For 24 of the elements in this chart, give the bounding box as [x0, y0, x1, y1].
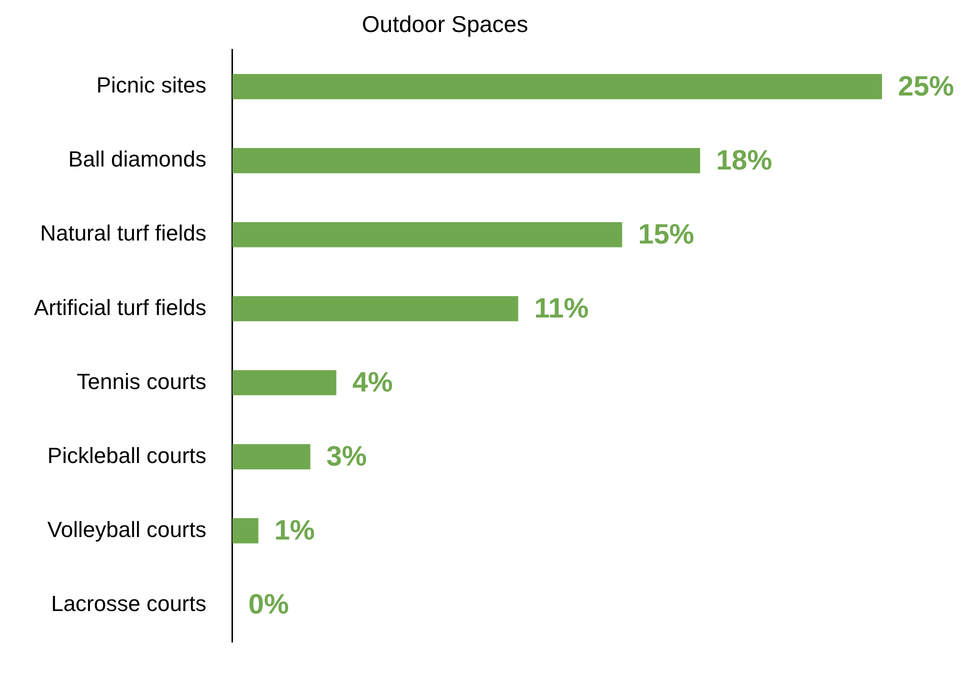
bar — [232, 444, 310, 470]
y-tick-label: Tennis courts — [76, 368, 206, 394]
y-tick-label: Natural turf fields — [40, 220, 206, 246]
bar — [232, 222, 622, 248]
bar — [232, 74, 882, 100]
data-label: 11% — [534, 292, 589, 324]
data-label: 1% — [274, 514, 315, 546]
y-tick-label: Ball diamonds — [68, 146, 206, 172]
bar — [232, 296, 518, 322]
y-tick-label: Picnic sites — [96, 72, 206, 98]
data-label: 3% — [326, 440, 367, 472]
data-label: 25% — [898, 70, 954, 102]
y-tick-label: Pickleball courts — [47, 442, 206, 468]
data-label: 15% — [638, 218, 694, 250]
y-tick-label: Lacrosse courts — [51, 590, 206, 616]
bar — [232, 370, 336, 396]
data-label: 18% — [716, 144, 772, 176]
data-label: 0% — [248, 588, 289, 620]
data-label: 4% — [352, 366, 393, 398]
y-tick-label: Volleyball courts — [47, 516, 206, 542]
bar — [232, 148, 700, 174]
bar — [232, 518, 258, 544]
chart-title: Outdoor Spaces — [362, 11, 528, 38]
y-tick-label: Artificial turf fields — [34, 294, 206, 320]
